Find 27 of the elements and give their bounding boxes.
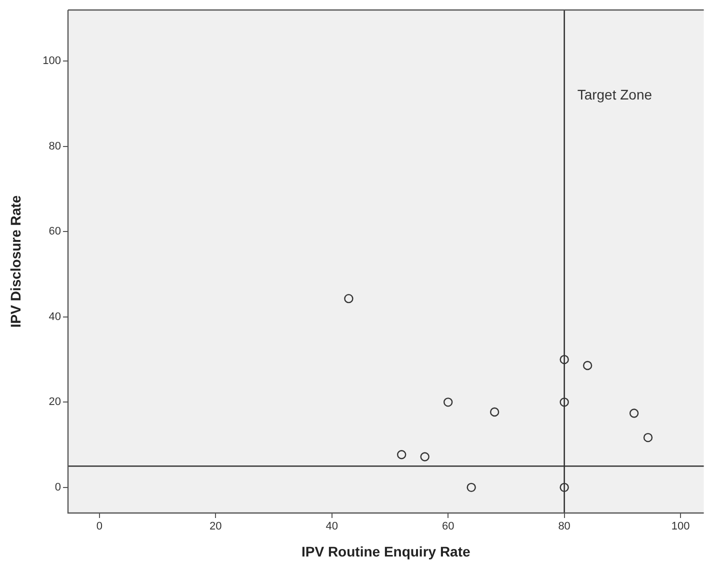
point (643, 432, 653, 442)
point (582, 360, 592, 370)
point (560, 398, 569, 407)
point (466, 482, 476, 492)
point (629, 408, 639, 418)
point (420, 452, 430, 462)
x-axis-title: IPV Routine Enquiry Rate (301, 543, 471, 560)
x-tick-label: 60 (442, 520, 454, 533)
x-tick-label: 100 (671, 520, 690, 533)
point (443, 398, 453, 407)
y-tick-label: 40 (48, 310, 61, 323)
y-tick-label: 100 (42, 55, 61, 68)
x-tick-label: 0 (96, 520, 102, 533)
annotation: Target Zone (577, 86, 652, 102)
point (344, 294, 354, 304)
y-tick-label: 80 (48, 140, 61, 152)
x-tick-label: 40 (326, 520, 338, 533)
y-tick-label: 20 (48, 396, 61, 408)
point (490, 407, 500, 417)
x-tick-label: 80 (558, 520, 570, 533)
y-tick-label: 60 (48, 226, 61, 238)
y-axis-title: IPV Disclosure Rate (7, 195, 24, 328)
x-tick-label: 20 (209, 520, 222, 533)
point (560, 354, 569, 364)
point (396, 450, 406, 460)
point (560, 482, 569, 492)
y-tick-label: 0 (54, 481, 61, 494)
